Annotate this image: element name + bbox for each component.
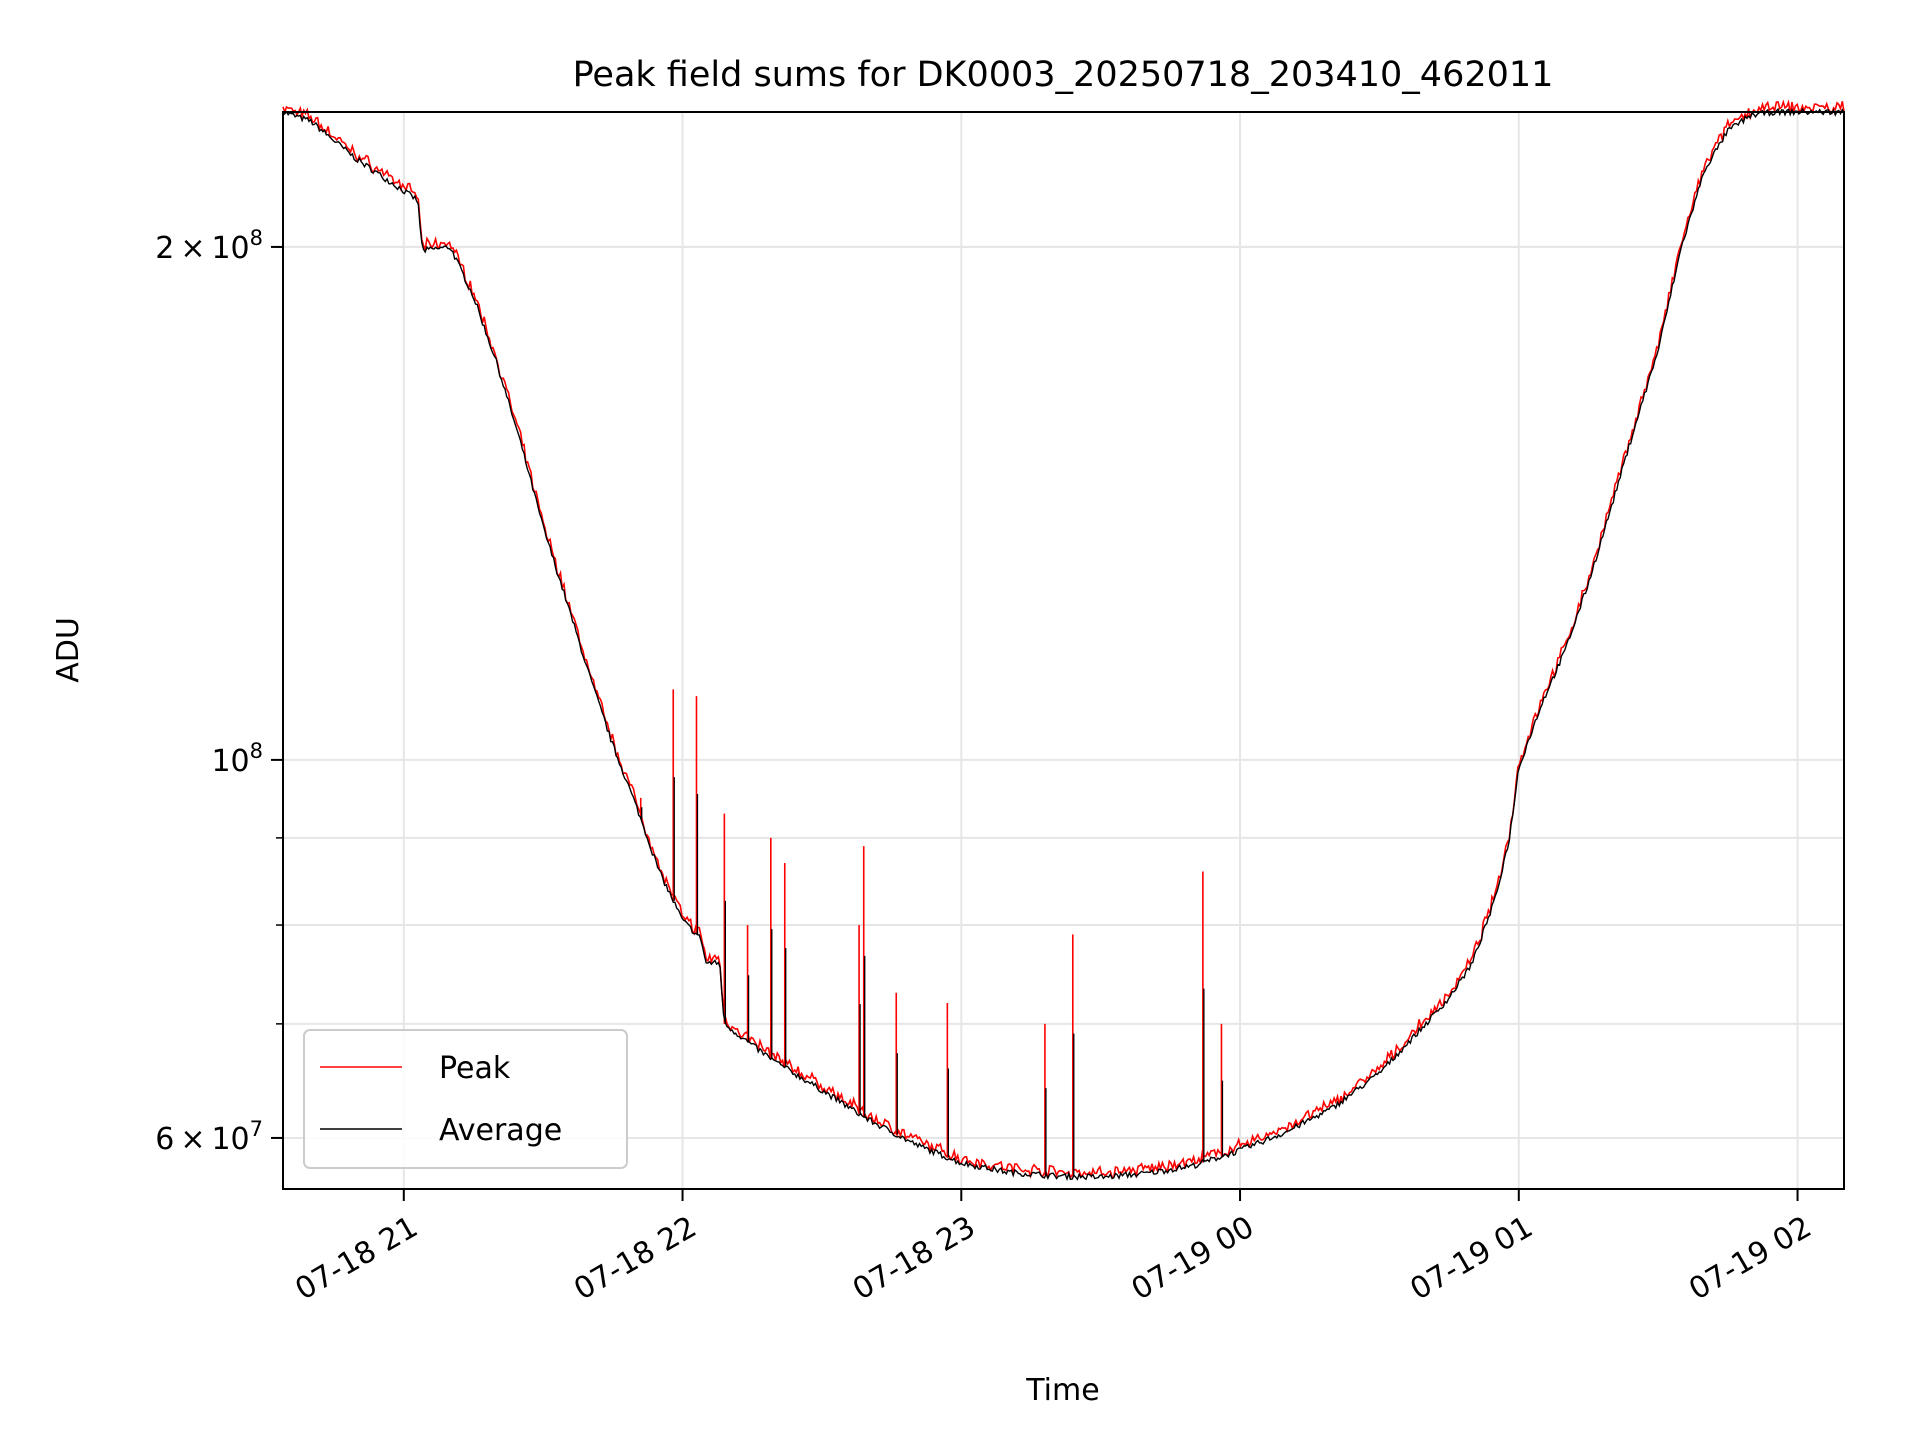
- y-axis-label: ADU: [51, 617, 86, 683]
- plot-frame: [282, 111, 1845, 1190]
- legend-box: [303, 1029, 628, 1169]
- legend-average-label: Average: [439, 1113, 562, 1148]
- y-tick-label: 2 × 108: [155, 226, 263, 266]
- series-layer: [282, 99, 1845, 1182]
- chart-title: Peak field sums for DK0003_20250718_2034…: [573, 55, 1554, 95]
- legend: Peak Average: [303, 1029, 628, 1169]
- legend-peak-label: Peak: [439, 1051, 511, 1086]
- x-axis-label: Time: [1025, 1373, 1099, 1408]
- series-average-line: [282, 107, 1845, 1182]
- y-tick-label: 108: [211, 739, 263, 779]
- grid: [283, 112, 1844, 1189]
- y-tick-label: 6 × 107: [155, 1117, 263, 1157]
